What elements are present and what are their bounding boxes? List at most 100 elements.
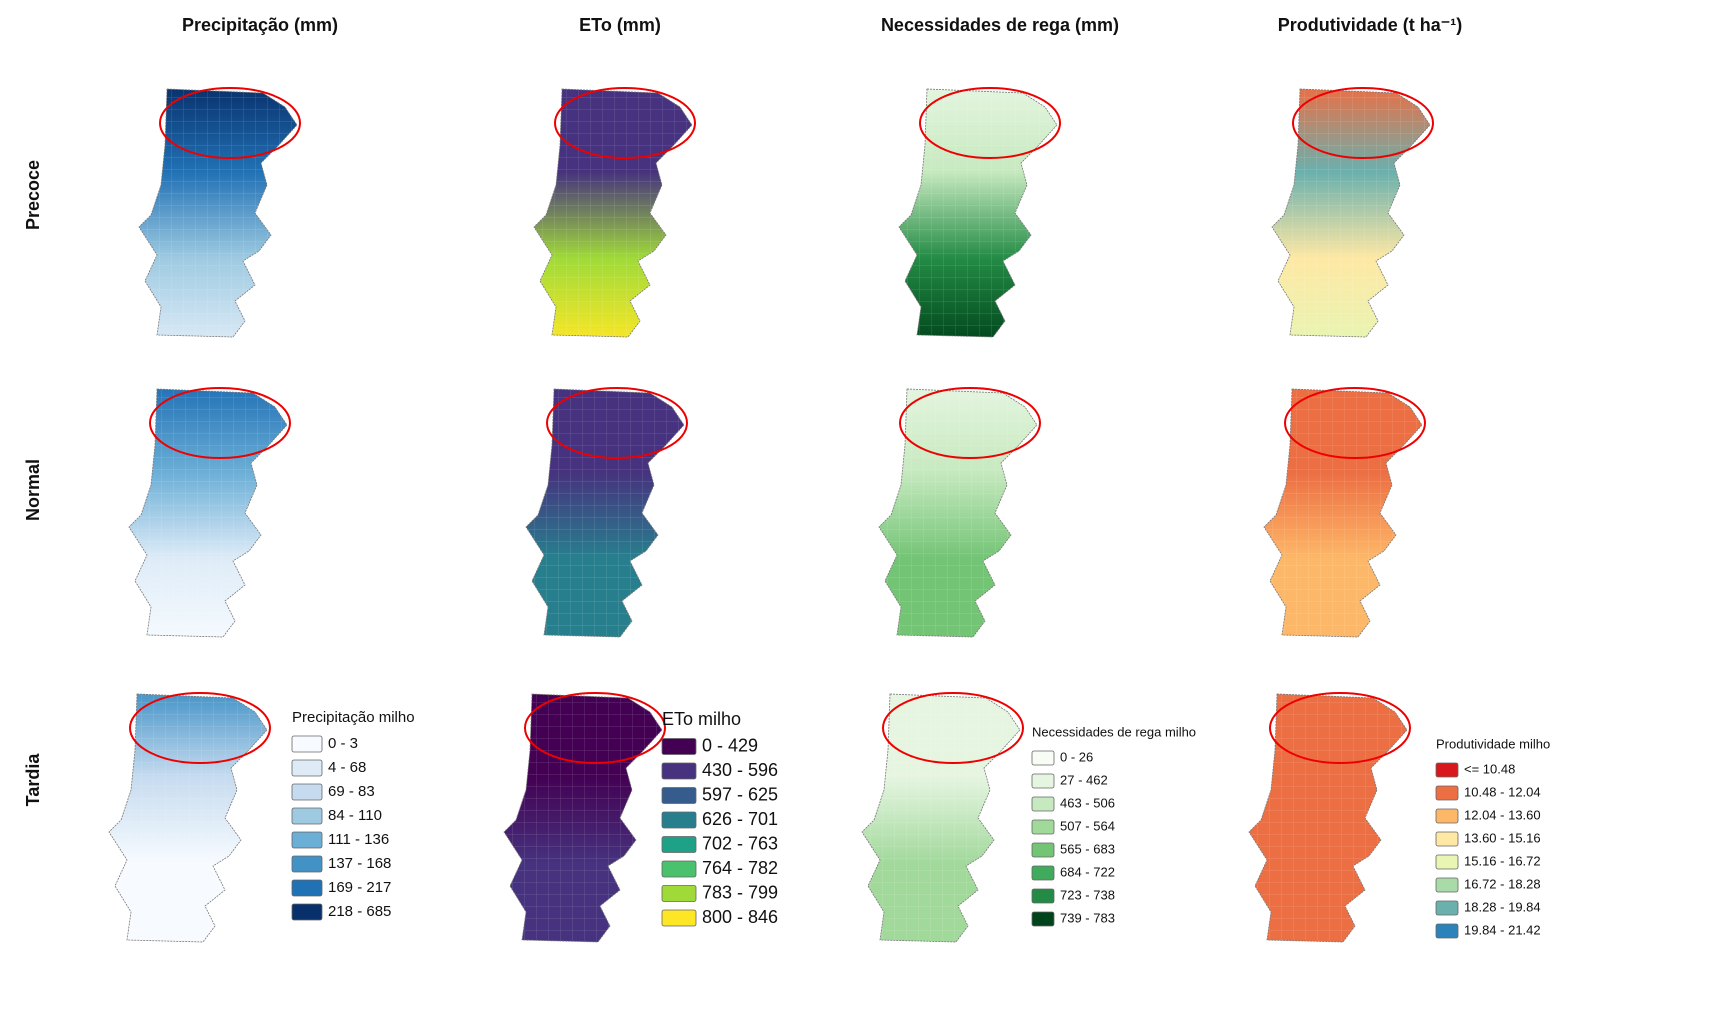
row-label: Tardia (23, 753, 43, 807)
legend-swatch (291, 855, 323, 873)
legend-label: 4 - 68 (328, 759, 366, 776)
map (1271, 87, 1434, 338)
legend-label: 13.60 - 15.16 (1464, 830, 1541, 845)
legend-label: 430 - 596 (702, 760, 778, 780)
legend-label: 800 - 846 (702, 907, 778, 927)
column-header: Precipitação (mm) (182, 15, 338, 35)
legend-swatch (291, 903, 323, 921)
map (878, 387, 1041, 638)
legend-swatch (1031, 911, 1055, 927)
legend-swatch (661, 860, 697, 878)
legend-swatch (661, 787, 697, 804)
legend-title: Necessidades de rega milho (1032, 724, 1196, 739)
highlight-ellipse (129, 692, 271, 764)
legend-swatch (661, 909, 697, 927)
legend-label: 723 - 738 (1060, 887, 1115, 902)
legend-label: 0 - 26 (1060, 749, 1093, 764)
highlight-ellipse (1269, 692, 1411, 764)
legend-swatch (1031, 819, 1055, 835)
highlight-ellipse (546, 387, 688, 459)
highlight-ellipse (554, 87, 696, 159)
legend-swatch (1031, 750, 1055, 766)
map (108, 692, 271, 943)
highlight-ellipse (159, 87, 301, 159)
legend-label: 15.16 - 16.72 (1464, 853, 1541, 868)
map (525, 387, 688, 638)
legend-label: 702 - 763 (702, 833, 778, 853)
legend-swatch (661, 836, 697, 853)
legend-title: ETo milho (662, 709, 741, 729)
map-outline (1248, 693, 1408, 943)
legend-label: 19.84 - 21.42 (1464, 922, 1541, 937)
map (138, 87, 301, 338)
legend-label: 69 - 83 (328, 783, 375, 800)
legend-swatch (1031, 888, 1055, 904)
legend-swatch (1435, 762, 1459, 778)
map-outline (128, 388, 288, 638)
map (1263, 387, 1426, 638)
legend: ETo milho 0 - 429 430 - 596 597 - 625 626 - … (661, 709, 778, 927)
legend-label: 18.28 - 19.84 (1464, 899, 1541, 914)
legend-label: 0 - 429 (702, 735, 758, 755)
map-outline (533, 88, 693, 338)
highlight-ellipse (1284, 387, 1426, 459)
legend: Necessidades de rega milho 0 - 26 27 - 462… (1031, 724, 1196, 927)
legend-swatch (291, 831, 323, 849)
highlight-ellipse (149, 387, 291, 459)
map-outline (898, 88, 1058, 338)
legend-swatch (291, 735, 323, 753)
legend-swatch (1435, 785, 1459, 801)
highlight-ellipse (882, 692, 1024, 764)
legend-label: 137 - 168 (328, 855, 391, 872)
legend-title: Produtividade milho (1436, 736, 1550, 751)
map (898, 87, 1061, 338)
legend-label: 626 - 701 (702, 809, 778, 829)
legend-swatch (661, 811, 697, 829)
legend-label: 463 - 506 (1060, 795, 1115, 810)
legend: Precipitação milho 0 - 3 4 - 68 69 - 83 84 -… (291, 709, 415, 921)
legend-label: <= 10.48 (1464, 761, 1515, 776)
map (533, 87, 696, 338)
legend-label: 565 - 683 (1060, 841, 1115, 856)
row-label: Precoce (23, 160, 43, 230)
map-outline (138, 88, 298, 338)
column-header: Produtividade (t ha⁻¹) (1278, 15, 1463, 35)
legend-label: 12.04 - 13.60 (1464, 807, 1541, 822)
legend-label: 597 - 625 (702, 784, 778, 804)
legend-swatch (1031, 796, 1055, 812)
legend-label: 111 - 136 (328, 831, 389, 848)
legend-label: 218 - 685 (328, 903, 391, 920)
legend-swatch (291, 807, 323, 825)
row-label: Normal (23, 459, 43, 521)
legend-swatch (661, 738, 697, 755)
map-outline (861, 693, 1021, 943)
legend-swatch (291, 759, 323, 777)
legend-swatch (1435, 831, 1459, 847)
highlight-ellipse (1292, 87, 1434, 159)
column-header: Necessidades de rega (mm) (881, 15, 1119, 35)
map-outline (1263, 388, 1423, 638)
legend-swatch (1031, 865, 1055, 881)
map-outline (878, 388, 1038, 638)
legend-swatch (1435, 900, 1459, 916)
legend-label: 0 - 3 (328, 735, 358, 752)
legend-swatch (1435, 877, 1459, 893)
legend-label: 783 - 799 (702, 882, 778, 902)
legend: Produtividade milho <= 10.48 10.48 - 12.04… (1435, 736, 1550, 939)
legend-label: 169 - 217 (328, 879, 391, 896)
legend-title: Precipitação milho (292, 709, 415, 726)
legend-label: 507 - 564 (1060, 818, 1115, 833)
legend-swatch (291, 783, 323, 801)
map-outline (525, 388, 685, 638)
map (503, 692, 666, 943)
legend-label: 764 - 782 (702, 858, 778, 878)
column-header: ETo (mm) (579, 15, 661, 35)
legend-swatch (1435, 923, 1459, 939)
legend-label: 684 - 722 (1060, 864, 1115, 879)
map (1248, 692, 1411, 943)
map (128, 387, 291, 638)
legend-swatch (1435, 854, 1459, 870)
legend-label: 84 - 110 (328, 807, 382, 824)
legend-swatch (661, 885, 697, 902)
